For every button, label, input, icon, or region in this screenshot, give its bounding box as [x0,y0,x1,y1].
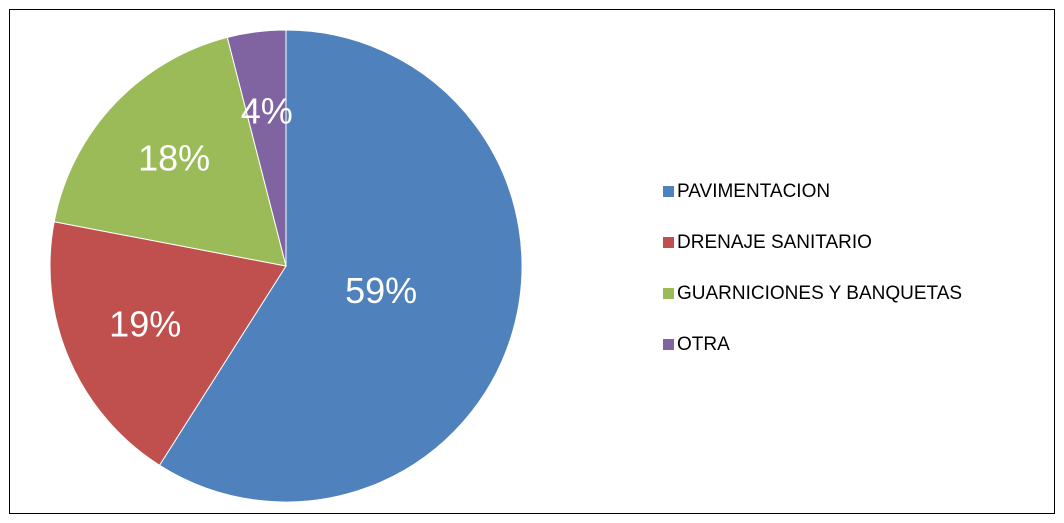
legend-swatch [663,186,674,197]
pie-slice [49,221,287,466]
legend-label: OTRA [677,334,730,355]
legend-label: PAVIMENTACION [677,181,830,202]
data-label: 18% [138,138,210,179]
legend-label: DRENAJE SANITARIO [677,232,872,253]
pie-slice [53,36,287,267]
pie-slice [226,29,287,267]
data-label: 59% [345,270,417,311]
legend-swatch [663,288,674,299]
legend-swatch [663,237,674,248]
data-label: 19% [109,303,181,344]
data-label: 4% [241,90,293,131]
legend-label: GUARNICIONES Y BANQUETAS [677,283,962,304]
pie-slice [158,29,523,503]
legend-swatch [663,339,674,350]
